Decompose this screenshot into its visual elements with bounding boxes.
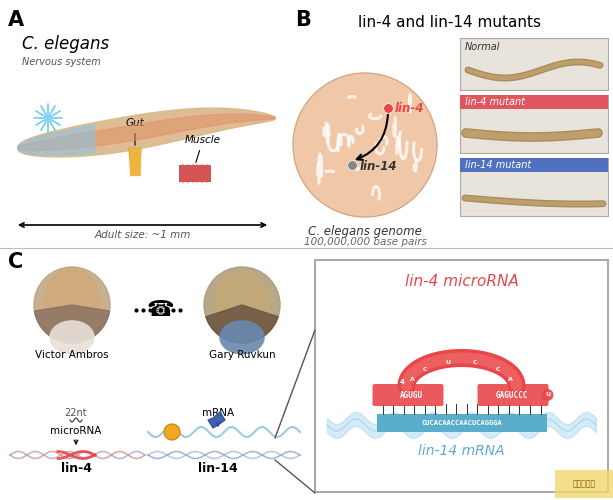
- Circle shape: [164, 424, 180, 440]
- Text: lin-4: lin-4: [395, 102, 424, 116]
- Text: 4: 4: [400, 379, 405, 385]
- Text: 金狮手游网: 金狮手游网: [573, 480, 596, 488]
- Text: A: A: [410, 378, 414, 382]
- Polygon shape: [18, 112, 275, 153]
- Text: Gut: Gut: [126, 118, 145, 145]
- Text: C: C: [8, 252, 23, 272]
- Circle shape: [34, 267, 110, 343]
- Bar: [460, 95, 608, 109]
- Text: lin-4 mutant: lin-4 mutant: [465, 97, 525, 107]
- Text: lin-14: lin-14: [198, 462, 238, 475]
- Text: 100,000,000 base pairs: 100,000,000 base pairs: [303, 237, 427, 247]
- Text: Normal: Normal: [465, 42, 500, 52]
- FancyBboxPatch shape: [373, 384, 443, 406]
- Polygon shape: [18, 108, 275, 157]
- Circle shape: [293, 73, 437, 217]
- Text: B: B: [295, 10, 311, 30]
- Text: CUCACAACCAACUCAGGGA: CUCACAACCAACUCAGGGA: [421, 420, 502, 426]
- Text: lin-14 mutant: lin-14 mutant: [465, 160, 531, 170]
- Bar: [460, 38, 608, 90]
- Text: C: C: [423, 366, 428, 372]
- Text: Muscle: Muscle: [185, 135, 221, 162]
- Text: A: A: [8, 10, 24, 30]
- Bar: [315, 260, 608, 492]
- Text: C. elegans: C. elegans: [22, 35, 109, 53]
- Text: Adult size: ~1 mm: Adult size: ~1 mm: [95, 230, 191, 240]
- FancyBboxPatch shape: [478, 384, 549, 406]
- Bar: [460, 158, 608, 216]
- Bar: [179, 165, 211, 182]
- Text: C: C: [495, 366, 500, 372]
- Polygon shape: [34, 305, 110, 343]
- Text: Nervous system: Nervous system: [22, 57, 101, 67]
- Text: ☎: ☎: [146, 300, 174, 320]
- Ellipse shape: [44, 268, 101, 336]
- Text: microRNA: microRNA: [50, 426, 102, 436]
- Polygon shape: [130, 148, 140, 175]
- Ellipse shape: [213, 270, 270, 336]
- Polygon shape: [208, 412, 225, 428]
- Text: 22nt: 22nt: [65, 408, 87, 418]
- Ellipse shape: [49, 320, 95, 354]
- Circle shape: [541, 389, 554, 401]
- Text: lin-14 mRNA: lin-14 mRNA: [418, 444, 505, 458]
- Circle shape: [204, 267, 280, 343]
- Bar: [555, 470, 613, 498]
- Text: Victor Ambros: Victor Ambros: [35, 350, 109, 360]
- Bar: [460, 158, 608, 172]
- Text: GAGUCCC: GAGUCCC: [496, 390, 528, 400]
- Text: U: U: [545, 392, 550, 398]
- Text: lin-4 and lin-14 mutants: lin-4 and lin-14 mutants: [359, 15, 541, 30]
- Text: U: U: [446, 360, 451, 366]
- Bar: [460, 95, 608, 153]
- Text: lin-14: lin-14: [360, 160, 397, 172]
- Text: C. elegans genome: C. elegans genome: [308, 225, 422, 238]
- Text: Gary Ruvkun: Gary Ruvkun: [208, 350, 275, 360]
- Bar: [376, 414, 547, 432]
- Polygon shape: [206, 305, 278, 343]
- Polygon shape: [18, 114, 275, 150]
- Text: lin-4 microRNA: lin-4 microRNA: [405, 274, 519, 289]
- Text: C: C: [473, 360, 477, 366]
- Text: lin-4: lin-4: [61, 462, 91, 475]
- Polygon shape: [18, 125, 94, 155]
- Text: AGUGU: AGUGU: [400, 390, 422, 400]
- Text: mRNA: mRNA: [202, 408, 234, 418]
- Ellipse shape: [219, 320, 265, 354]
- Polygon shape: [129, 148, 141, 175]
- Text: A: A: [508, 378, 513, 382]
